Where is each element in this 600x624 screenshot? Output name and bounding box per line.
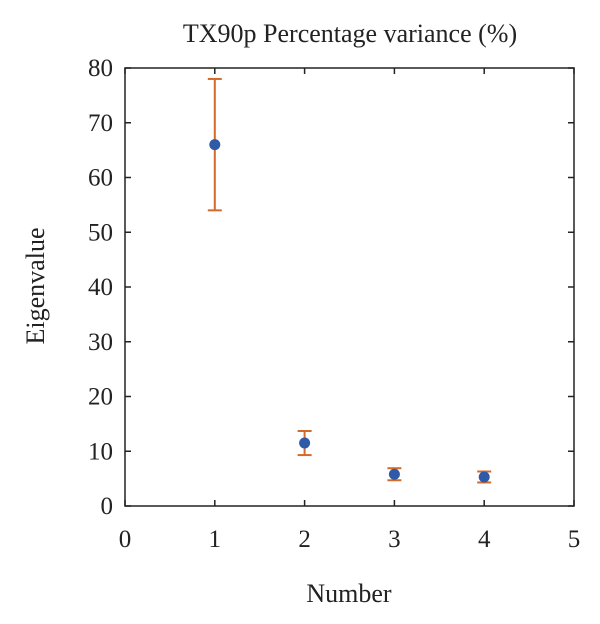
y-tick-label: 70 (88, 110, 113, 137)
y-tick-label: 60 (88, 165, 113, 192)
x-tick-label: 4 (478, 526, 491, 553)
plot-frame (124, 67, 575, 507)
data-point (209, 139, 221, 151)
data-point-group (387, 467, 402, 482)
data-point-group (207, 77, 222, 212)
y-tick-label: 80 (88, 55, 113, 82)
x-tick-label: 3 (388, 526, 401, 553)
chart-title: TX90p Percentage variance (%) (183, 19, 517, 48)
x-tick-label: 1 (209, 526, 222, 553)
marks-layer (207, 77, 492, 484)
x-axis-label: Number (306, 579, 392, 608)
y-tick-label: 10 (88, 438, 113, 465)
ticks-layer: 0 10 20 30 40 50 60 70 80 0 1 2 3 4 5 (88, 55, 580, 553)
data-point-group (297, 429, 312, 457)
data-point (478, 471, 490, 483)
y-tick-label: 40 (88, 274, 113, 301)
x-tick-label: 5 (568, 526, 581, 553)
data-point (299, 437, 311, 449)
y-tick-label: 50 (88, 219, 113, 246)
y-tick-label: 20 (88, 384, 113, 411)
data-point-group (477, 470, 492, 484)
x-tick-label: 0 (119, 526, 132, 553)
y-tick-label: 30 (88, 329, 113, 356)
y-tick-label: 0 (101, 493, 114, 520)
x-tick-label: 2 (298, 526, 311, 553)
data-point (388, 468, 400, 480)
y-axis-label: Eigenvalue (21, 228, 50, 345)
